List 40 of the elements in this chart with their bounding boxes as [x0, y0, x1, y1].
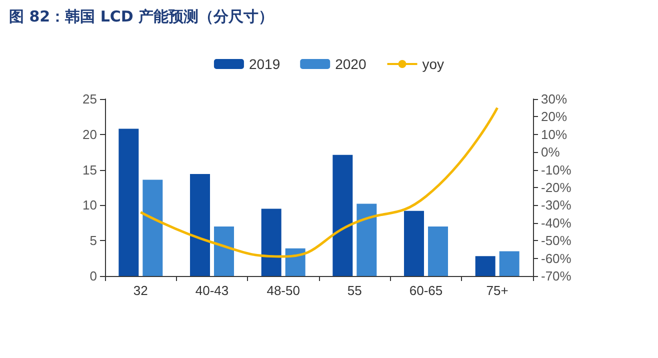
y2-tick-label: 20%: [541, 109, 568, 124]
line-series: [139, 106, 499, 258]
y2-tick-label: -40%: [541, 215, 572, 230]
bar: [332, 154, 353, 276]
x-tick-label: 75+: [486, 283, 508, 298]
y-tick-label: 15: [82, 162, 97, 178]
bar: [356, 204, 377, 276]
y-tick-label: 10: [82, 198, 97, 213]
y2-tick-label: -50%: [541, 233, 572, 248]
y2-tick-label: -70%: [541, 268, 572, 284]
bar: [142, 180, 163, 276]
x-tick-label: 32: [133, 283, 148, 298]
y-tick-label: 25: [82, 92, 97, 106]
y-tick-label: 20: [82, 126, 97, 142]
y2-tick-label: 10%: [541, 126, 568, 142]
y2-tick-label: -30%: [541, 198, 572, 213]
y-tick-label: 5: [90, 233, 97, 248]
y2-tick-label: -10%: [541, 162, 572, 178]
y-tick-label: 0: [90, 268, 97, 284]
bar: [475, 256, 496, 276]
bar: [285, 248, 306, 276]
y2-tick-label: -20%: [541, 180, 572, 195]
bar: [404, 210, 424, 276]
bar: [118, 128, 139, 276]
x-tick-label: 55: [347, 283, 362, 298]
bar: [499, 251, 520, 276]
bar: [428, 226, 448, 276]
legend-label: 2020: [335, 56, 366, 72]
bar: [214, 226, 234, 276]
x-tick-label: 48-50: [266, 283, 300, 298]
y2-tick-label: 30%: [541, 92, 568, 106]
y2-tick-label: 0%: [541, 144, 560, 160]
y2-tick-label: -60%: [541, 250, 572, 266]
x-tick-label: 40-43: [195, 283, 229, 298]
x-tick-label: 60-65: [409, 283, 443, 298]
bar: [190, 174, 210, 276]
bar: [261, 208, 282, 276]
chart-title: 图 82：韩国 LCD 产能预测（分尺寸）: [9, 8, 274, 26]
legend-label: yoy: [422, 56, 444, 72]
legend-label: 2019: [248, 56, 280, 72]
